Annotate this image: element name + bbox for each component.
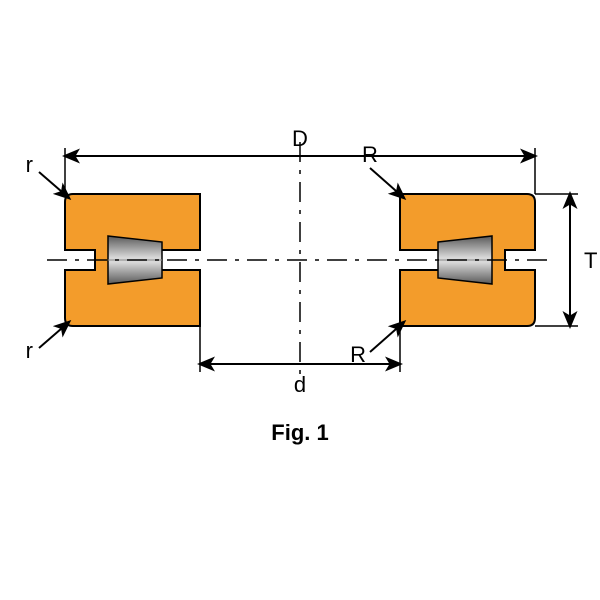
- bearing-cross-section-figure: Dd T R Rr r Fig. 1: [0, 0, 600, 600]
- figure-caption: Fig. 1: [271, 420, 328, 445]
- label-r-bottom: r: [26, 338, 33, 363]
- label-R-bottom: R: [350, 342, 366, 367]
- leader-R-top: [370, 168, 404, 198]
- label-r-top: r: [26, 152, 33, 177]
- leader-R-bottom: [370, 322, 404, 352]
- label-D: D: [292, 126, 308, 151]
- leader-r-bottom: [39, 322, 69, 348]
- label-R-top: R: [362, 142, 378, 167]
- label-d: d: [294, 372, 306, 397]
- label-T: T: [584, 248, 597, 273]
